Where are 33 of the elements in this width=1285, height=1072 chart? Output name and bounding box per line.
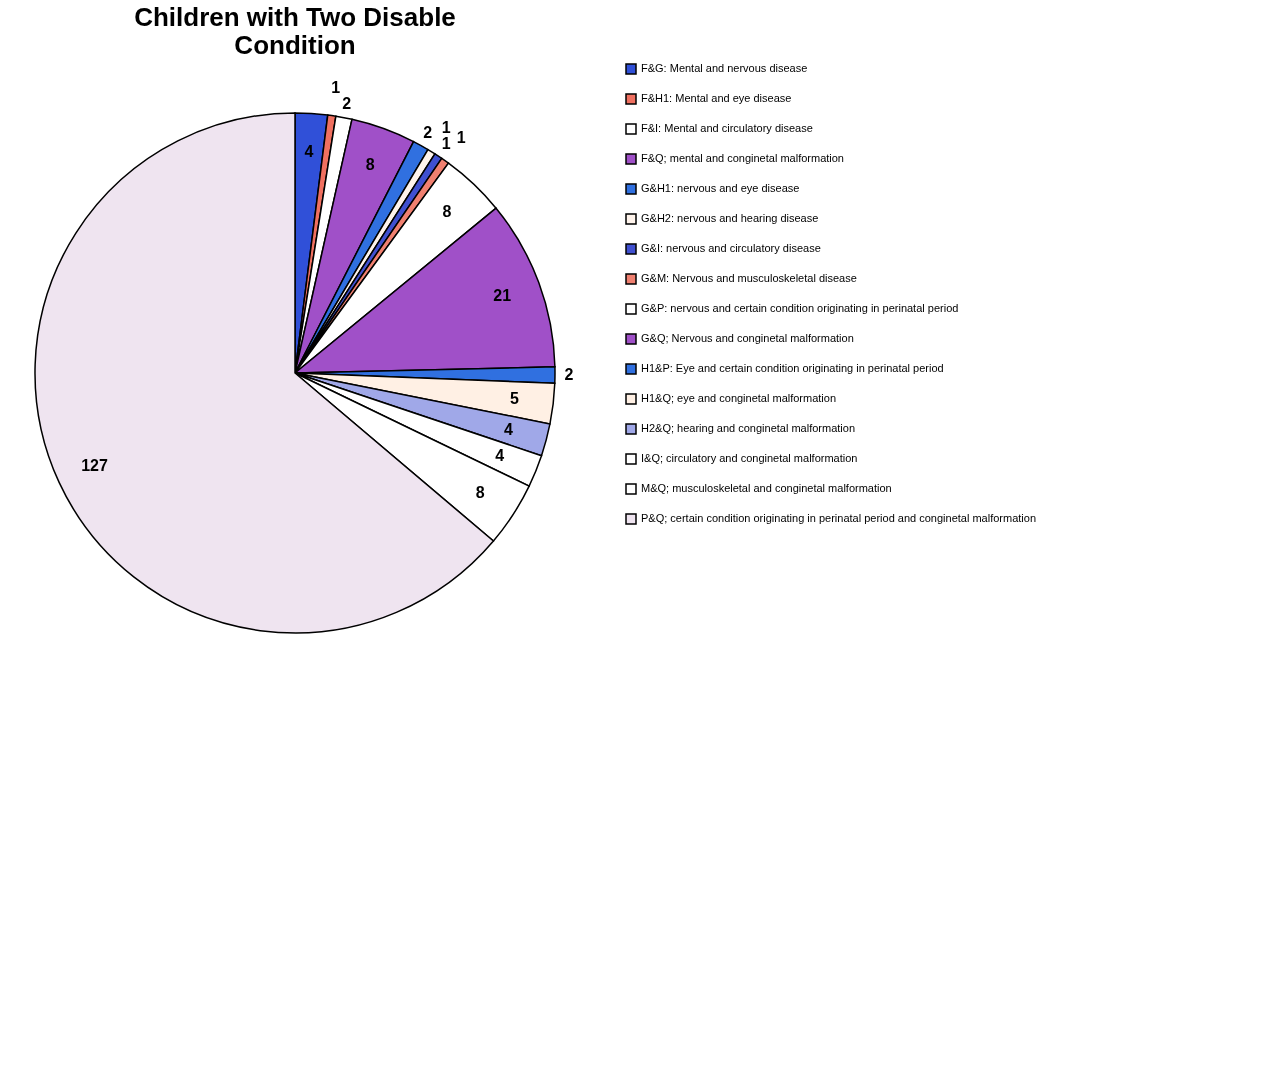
data-label: 5 — [510, 390, 519, 408]
legend-label: F&H1: Mental and eye disease — [641, 92, 792, 104]
data-label: 4 — [495, 447, 505, 465]
legend-label: F&Q; mental and conginetal malformation — [641, 152, 844, 164]
data-label: 2 — [342, 94, 352, 112]
legend-label: G&H2: nervous and hearing disease — [641, 212, 819, 224]
data-label: 2 — [564, 366, 574, 384]
legend-label: H1&Q; eye and conginetal malformation — [641, 392, 837, 404]
data-label: 127 — [81, 456, 108, 474]
chart-title: Children with Two Disable Condition — [134, 2, 456, 60]
data-label: 4 — [504, 420, 514, 438]
legend-label: G&P: nervous and certain condition originating in perinatal period — [641, 302, 959, 314]
legend-label: G&Q; Nervous and conginetal malformation — [641, 332, 854, 344]
data-label: 1 — [441, 135, 451, 153]
data-label: 1 — [456, 128, 466, 146]
data-label: 8 — [365, 156, 375, 174]
legend-label: P&Q; certain condition originating in perinatal period and conginetal malformation — [641, 512, 1037, 524]
legend-label: G&M: Nervous and musculoskeletal disease — [641, 272, 857, 284]
data-label: 2 — [423, 124, 433, 142]
legend-label: F&I: Mental and circulatory disease — [641, 122, 813, 134]
legend-label: F&G: Mental and nervous disease — [641, 62, 808, 74]
legend-label: H1&P: Eye and certain condition originating in perinatal period — [641, 362, 944, 374]
legend-label: M&Q; musculoskeletal and conginetal malformation — [641, 482, 892, 494]
data-label: 21 — [493, 287, 512, 305]
data-label: 8 — [442, 203, 452, 221]
data-label: 1 — [331, 78, 341, 96]
data-label: 4 — [304, 143, 314, 161]
data-label: 1 — [441, 118, 451, 136]
legend-label: G&H1: nervous and eye disease — [641, 182, 800, 194]
data-label: 8 — [475, 484, 485, 502]
legend-label: H2&Q; hearing and conginetal malformation — [641, 422, 856, 434]
legend-label: I&Q; circulatory and conginetal malformation — [641, 452, 858, 464]
legend-label: G&I: nervous and circulatory disease — [641, 242, 821, 254]
